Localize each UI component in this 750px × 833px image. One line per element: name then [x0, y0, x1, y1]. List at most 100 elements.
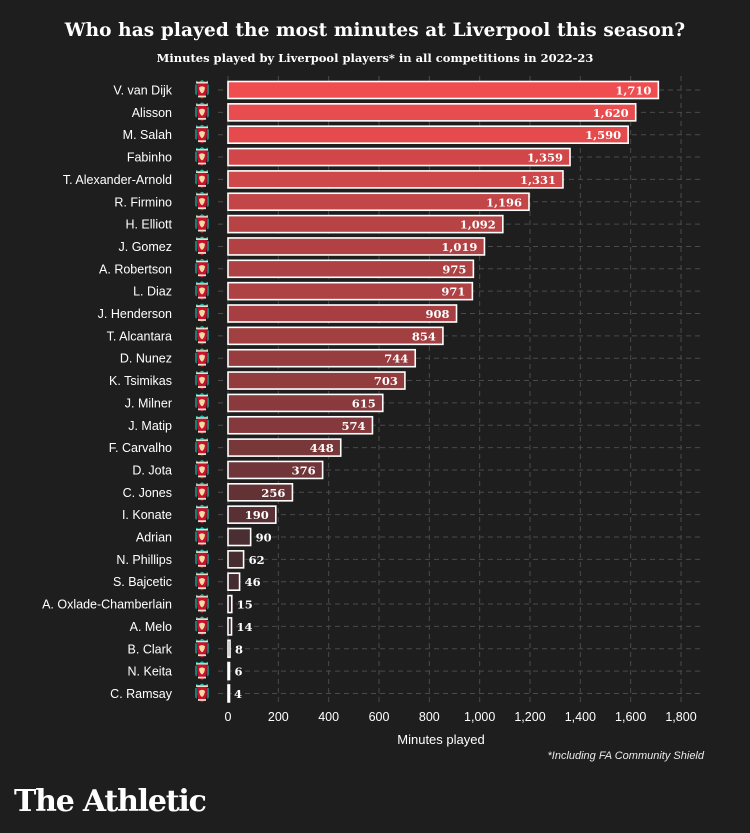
value-label: 1,710	[615, 84, 651, 98]
value-label: 1,620	[593, 106, 629, 120]
bar	[227, 304, 458, 323]
liverpool-crest-icon	[195, 214, 209, 234]
bar	[227, 550, 245, 569]
bar	[227, 125, 629, 144]
bar	[227, 684, 231, 703]
category-label: A. Melo	[130, 620, 172, 634]
bar	[227, 572, 241, 592]
bar	[227, 594, 233, 614]
liverpool-crest-icon	[195, 191, 209, 211]
value-label: 615	[352, 396, 376, 410]
bars	[227, 80, 660, 703]
value-label: 1,092	[460, 218, 496, 232]
x-tick-label: 1,800	[665, 710, 696, 724]
category-label: A. Robertson	[99, 262, 172, 276]
category-label: V. van Dijk	[113, 84, 172, 98]
category-label: R. Firmino	[114, 195, 172, 209]
category-label: H. Elliott	[125, 218, 172, 232]
category-label: S. Bajcetic	[113, 575, 172, 589]
value-label: 90	[256, 531, 272, 545]
bar	[227, 505, 277, 524]
category-label: N. Phillips	[116, 553, 172, 567]
liverpool-crest-icon	[195, 258, 209, 278]
bar	[227, 639, 231, 659]
bar	[227, 259, 475, 279]
category-label: F. Carvalho	[109, 441, 172, 455]
value-label: 376	[292, 463, 316, 477]
category-label: B. Clark	[128, 642, 173, 656]
x-tick-label: 1,600	[615, 710, 646, 724]
bar	[227, 170, 564, 189]
category-label: J. Gomez	[119, 240, 173, 254]
category-label: T. Alexander-Arnold	[63, 173, 172, 187]
liverpool-crest-icon	[195, 437, 209, 457]
value-label: 448	[310, 441, 334, 455]
bar	[227, 460, 324, 480]
category-label: D. Nunez	[120, 352, 172, 366]
liverpool-crest-icon	[195, 169, 209, 189]
liverpool-crest-icon	[195, 661, 209, 681]
liverpool-crest-icon	[195, 348, 209, 368]
bar	[227, 192, 530, 212]
value-label: 15	[237, 598, 253, 612]
value-label: 256	[261, 486, 285, 500]
liverpool-crest-icon	[195, 392, 209, 412]
chart-subtitle: Minutes played by Liverpool players* in …	[156, 51, 594, 65]
value-label: 190	[245, 508, 269, 522]
category-label: C. Ramsay	[110, 687, 173, 701]
bar	[227, 371, 406, 390]
value-label: 4	[234, 687, 242, 701]
value-label: 8	[235, 642, 243, 656]
bar	[227, 661, 231, 681]
bar	[227, 617, 233, 636]
category-label: Adrian	[136, 531, 172, 545]
bar	[227, 214, 504, 234]
category-label: M. Salah	[123, 128, 172, 142]
liverpool-crest-icon	[195, 616, 209, 636]
value-label: 854	[412, 329, 436, 343]
value-label: 971	[441, 285, 465, 299]
category-label: L. Diaz	[133, 285, 172, 299]
x-tick-label: 0	[225, 710, 232, 724]
liverpool-crest-icon	[195, 638, 209, 658]
x-tick-label: 800	[419, 710, 440, 724]
value-label: 14	[237, 620, 253, 634]
x-tick-label: 200	[268, 710, 289, 724]
liverpool-crest-icon	[195, 571, 209, 591]
liverpool-crest-icon	[195, 594, 209, 614]
category-label: J. Milner	[125, 396, 172, 410]
liverpool-crest-icon	[195, 527, 209, 546]
footnote: *Including FA Community Shield	[547, 750, 704, 762]
category-label: Alisson	[132, 106, 172, 120]
x-axis-label: Minutes played	[397, 732, 484, 747]
category-label: C. Jones	[123, 486, 172, 500]
category-label: K. Tsimikas	[109, 374, 172, 388]
liverpool-crest-icon	[195, 370, 209, 390]
bar	[227, 80, 660, 100]
value-label: 1,019	[441, 240, 477, 254]
bar	[227, 438, 342, 457]
liverpool-crest-icon	[195, 281, 209, 301]
value-label: 574	[341, 419, 365, 433]
bar	[227, 237, 486, 256]
category-label: T. Alcantara	[107, 329, 172, 343]
value-label: 1,359	[527, 151, 563, 165]
value-label: 703	[374, 374, 398, 388]
bar	[227, 527, 252, 547]
x-axis-ticks: 0 200 400 600 800 1,000 1,200 1,400 1,600 1,800	[225, 710, 697, 724]
value-label: 46	[245, 575, 261, 589]
value-labels: 1,710 1,620 1,590 1,359 1,331 1,196 1,092 1,019…	[234, 84, 651, 701]
bar	[227, 103, 637, 122]
liverpool-crest-icon	[195, 80, 209, 99]
value-label: 62	[249, 553, 265, 567]
bar	[227, 393, 384, 413]
category-label: I. Konate	[122, 508, 172, 522]
liverpool-crest-icon	[195, 549, 209, 569]
liverpool-crest-icon	[195, 147, 209, 167]
bar	[227, 348, 417, 368]
value-label: 744	[384, 352, 408, 366]
liverpool-crest-icon	[195, 683, 209, 703]
x-tick-label: 1,400	[565, 710, 596, 724]
category-label: N. Keita	[128, 665, 173, 679]
